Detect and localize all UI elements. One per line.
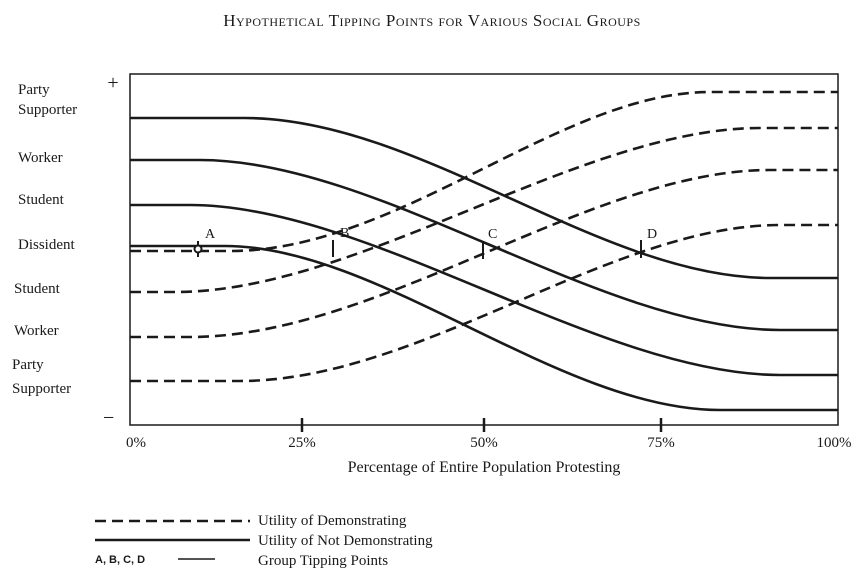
x-tick-label: 0%: [126, 435, 146, 451]
y-label: Supporter: [12, 381, 71, 397]
y-label: Party: [12, 357, 44, 373]
legend-label: Utility of Not Demonstrating: [258, 533, 433, 549]
title: Hypothetical Tipping Points for Various …: [223, 11, 641, 30]
dashed-curve: [130, 90, 838, 253]
legend: Utility of Demonstrating Utility of Not …: [95, 513, 433, 569]
y-label: Supporter: [18, 102, 77, 118]
dashed-curve: [130, 223, 838, 383]
point-label: D: [647, 227, 657, 242]
x-tick-label: 50%: [470, 435, 498, 451]
point-label: B: [340, 226, 349, 241]
tipping-point: [193, 244, 203, 254]
y-label: Student: [14, 281, 61, 297]
tipping-points: [193, 240, 642, 259]
point-label: A: [205, 227, 216, 242]
dashed-curve: [130, 126, 838, 294]
y-label: Worker: [14, 323, 59, 339]
x-tick-label: 75%: [647, 435, 675, 451]
solid-curve: [130, 203, 838, 377]
legend-label: Utility of Demonstrating: [258, 513, 407, 529]
x-ticks: [300, 418, 663, 432]
point-label: C: [488, 227, 497, 242]
plus-sign: +: [107, 72, 118, 94]
y-label: Worker: [18, 150, 63, 166]
legend-label: Group Tipping Points: [258, 553, 388, 569]
solid-curve: [130, 116, 838, 280]
minus-sign: −: [103, 407, 114, 429]
x-tick-label: 100%: [817, 435, 852, 451]
legend-points: A, B, C, D: [95, 554, 145, 566]
y-label: Student: [18, 192, 65, 208]
y-label: Dissident: [18, 237, 76, 253]
x-axis-label: Percentage of Entire Population Protesti…: [348, 459, 621, 476]
x-tick-label: 25%: [288, 435, 316, 451]
y-label: Party: [18, 82, 50, 98]
solid-curve: [130, 244, 838, 412]
solid-curve: [130, 158, 838, 332]
